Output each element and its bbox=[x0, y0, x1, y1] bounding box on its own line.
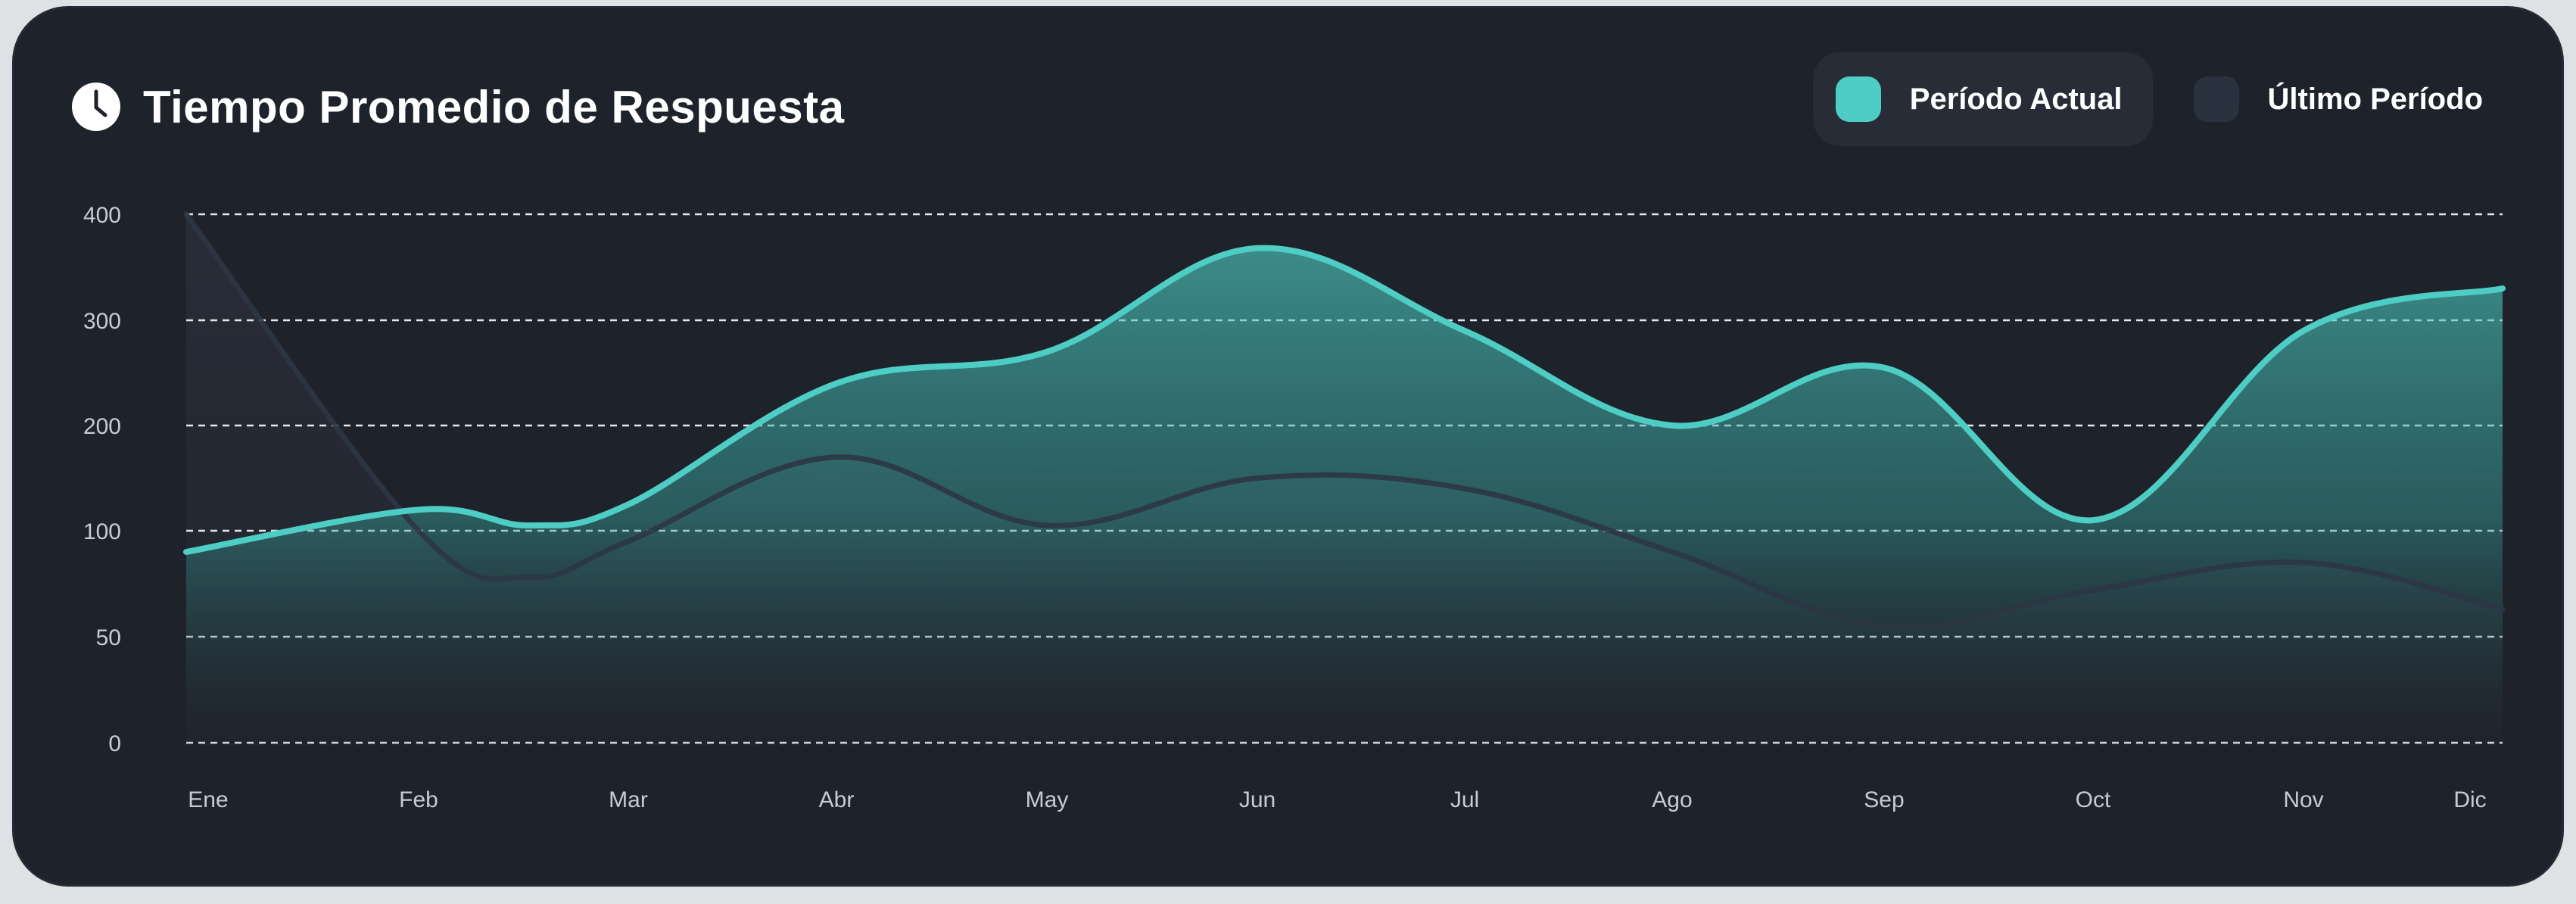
x-tick-label: Jul bbox=[1450, 787, 1479, 812]
legend-item-previous[interactable]: Último Período bbox=[2171, 52, 2513, 146]
current-period-line bbox=[183, 245, 2506, 555]
current-period-area bbox=[186, 248, 2503, 743]
y-tick-label: 300 bbox=[83, 309, 121, 334]
previous-period-line bbox=[183, 211, 2506, 630]
x-tick-label: Sep bbox=[1864, 787, 1904, 812]
legend-item-current[interactable]: Período Actual bbox=[1812, 52, 2153, 146]
x-tick-label: Ago bbox=[1652, 787, 1692, 812]
legend-swatch-current bbox=[1835, 76, 1881, 122]
chart-title: Tiempo Promedio de Respuesta bbox=[143, 81, 845, 132]
x-tick-label: Dic bbox=[2453, 787, 2486, 812]
x-tick-label: Jun bbox=[1239, 787, 1276, 812]
clock-icon bbox=[72, 83, 120, 131]
x-tick-label: Mar bbox=[609, 787, 648, 812]
x-tick-label: May bbox=[1026, 787, 1069, 812]
chart-header: Tiempo Promedio de Respuesta bbox=[70, 54, 844, 160]
legend-label-current: Período Actual bbox=[1909, 82, 2123, 116]
x-tick-label: Feb bbox=[399, 787, 438, 812]
y-tick-label: 50 bbox=[96, 625, 121, 650]
y-tick-label: 0 bbox=[108, 731, 121, 756]
y-tick-label: 400 bbox=[83, 203, 121, 228]
x-tick-label: Oct bbox=[2076, 787, 2111, 812]
x-tick-label: Abr bbox=[819, 787, 855, 812]
y-tick-label: 200 bbox=[83, 414, 121, 439]
chart-legend: Período Actual Último Período bbox=[1795, 52, 2513, 146]
legend-label-previous: Último Período bbox=[2267, 82, 2483, 116]
legend-swatch-previous bbox=[2193, 76, 2239, 122]
x-tick-label: Ene bbox=[188, 787, 228, 812]
x-tick-label: Nov bbox=[2283, 787, 2323, 812]
y-tick-label: 100 bbox=[83, 519, 121, 544]
